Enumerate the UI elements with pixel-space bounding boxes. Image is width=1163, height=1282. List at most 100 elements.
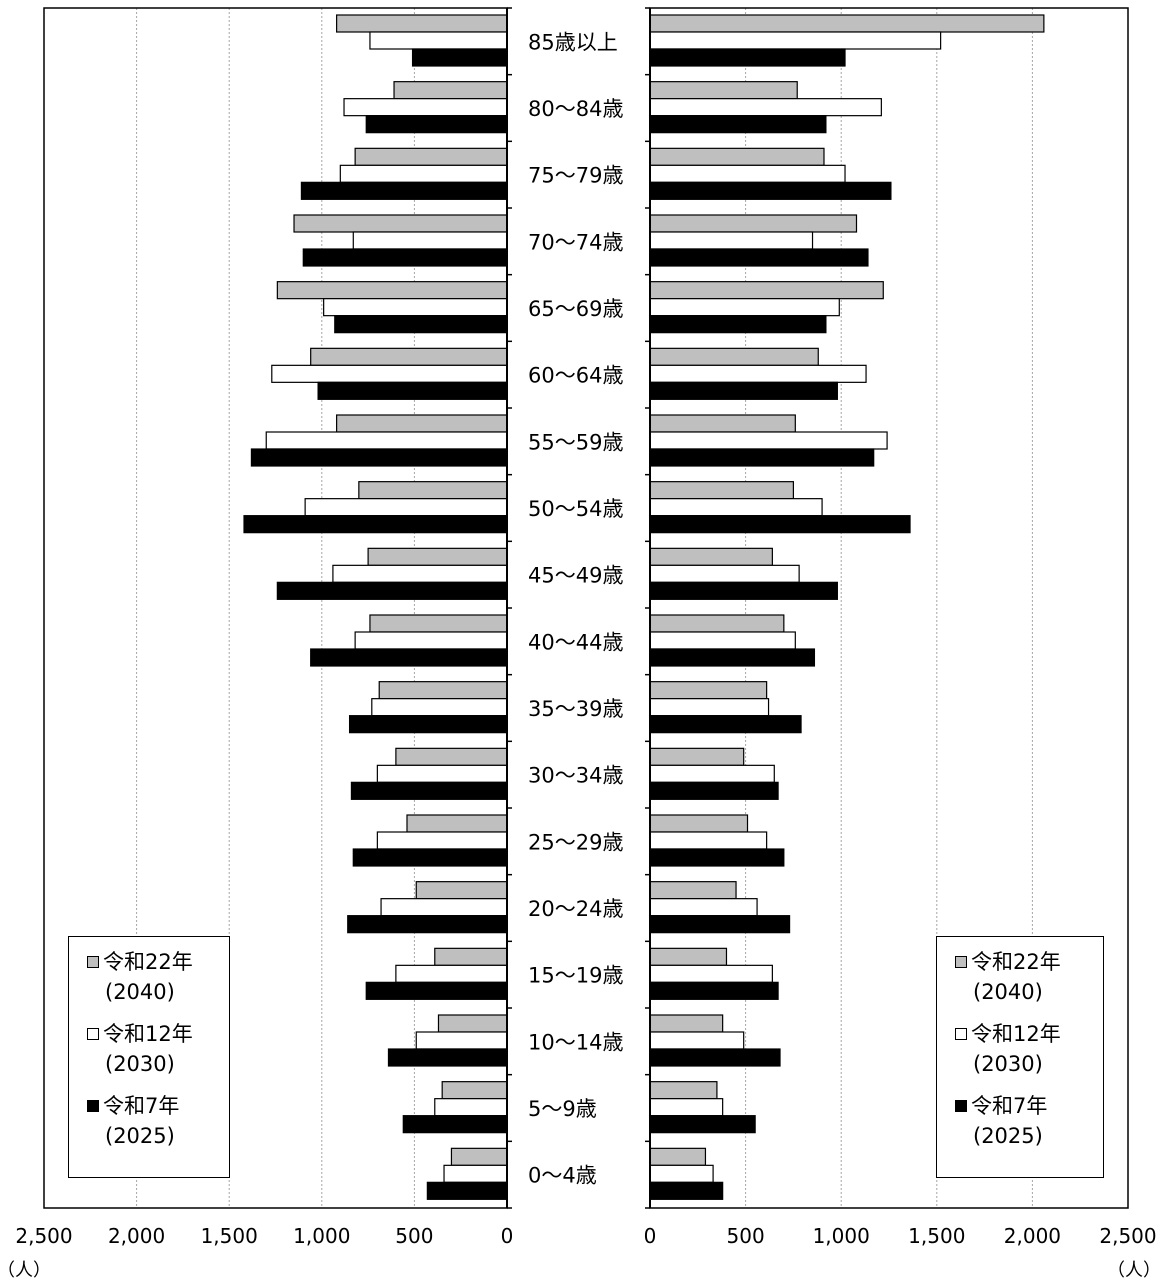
bar-left-2040 (310, 347, 508, 366)
category-label: 5～9歳 (528, 1097, 597, 1121)
category-label: 55～59歳 (528, 430, 623, 454)
category-label: 75～79歳 (528, 164, 623, 188)
category-label: 85歳以上 (528, 30, 618, 54)
bar-left-2030 (332, 564, 508, 583)
legend-right: 令和22年 (2040) 令和12年 (2030) 令和7年 (2025) (936, 936, 1104, 1178)
category-label: 10～14歳 (528, 1030, 623, 1054)
gridlines (136, 8, 1033, 1208)
bar-right-2030 (649, 764, 775, 783)
bar-left-2025 (347, 915, 508, 934)
legend-entry-2040: 令和22年 (2040) (87, 947, 215, 1007)
bar-left-2030 (380, 898, 508, 917)
bar-right-2040 (649, 681, 768, 700)
bar-left-2040 (276, 281, 508, 300)
legend-label: 令和7年 (103, 1094, 180, 1118)
legend-label: 令和12年 (971, 1022, 1061, 1046)
bar-left-2025 (350, 781, 508, 800)
tick-label-right: 500 (727, 1224, 765, 1248)
bar-right-2030 (649, 964, 773, 983)
bar-left-2025 (426, 1181, 508, 1200)
tick-label-left: 1,500 (201, 1224, 258, 1248)
legend-year: (2030) (105, 1052, 175, 1076)
bar-right-2040 (649, 347, 819, 366)
bar-left-2030 (371, 698, 508, 717)
bar-left-2025 (365, 981, 508, 1000)
tick-label-right: 0 (644, 1224, 657, 1248)
bar-left-2030 (339, 164, 508, 183)
legend-swatch-2030 (87, 1028, 99, 1040)
bar-right-2025 (649, 848, 785, 867)
bar-right-2040 (649, 14, 1045, 33)
category-label: 70～74歳 (528, 230, 623, 254)
bar-right-2030 (649, 831, 768, 850)
bar-right-2025 (649, 448, 875, 467)
bar-left-2030 (271, 364, 508, 383)
bar-left-2040 (358, 481, 508, 500)
bar-right-2025 (649, 1048, 781, 1067)
plot-frames (43, 7, 1129, 1209)
bar-right-2030 (649, 231, 814, 250)
bar-left-2030 (443, 1164, 508, 1183)
bar-right-2040 (649, 881, 737, 900)
category-label: 65～69歳 (528, 297, 623, 321)
bar-left-2025 (411, 48, 508, 67)
legend-entry-2025: 令和7年 (2025) (955, 1091, 1089, 1151)
bar-left-2030 (376, 831, 508, 850)
bar-left-2030 (395, 964, 508, 983)
bar-right-2040 (649, 1014, 724, 1033)
bar-right-2025 (649, 581, 838, 600)
bar-left-2030 (415, 1031, 508, 1050)
bar-left-2025 (243, 515, 508, 534)
bar-right-2040 (649, 747, 745, 766)
bar-left-2030 (369, 31, 508, 50)
bar-left-2025 (387, 1048, 508, 1067)
legend-label: 令和22年 (971, 950, 1061, 974)
tick-label-right: 2,500 (1099, 1224, 1156, 1248)
bar-left-2040 (441, 1081, 508, 1100)
bar-left-2040 (293, 214, 508, 233)
bar-right-2030 (649, 164, 846, 183)
bar-right-2030 (649, 31, 942, 50)
bar-right-2025 (649, 1181, 724, 1200)
category-label: 15～19歳 (528, 964, 623, 988)
bar-right-2040 (649, 414, 796, 433)
bar-right-2030 (649, 698, 770, 717)
legend-label: 令和12年 (103, 1022, 193, 1046)
bar-left-2025 (352, 848, 508, 867)
bar-left-2025 (402, 1115, 508, 1134)
bar-left-2040 (367, 547, 508, 566)
bar-right-2030 (649, 364, 867, 383)
legend-entry-2030: 令和12年 (2030) (87, 1019, 215, 1079)
legend-year: (2040) (105, 980, 175, 1004)
bar-left-2040 (336, 414, 508, 433)
legend-swatch-2025 (955, 1100, 967, 1112)
bars (243, 14, 1045, 1200)
bar-right-2025 (649, 115, 827, 134)
bar-right-2040 (649, 547, 773, 566)
bar-left-2030 (352, 231, 508, 250)
bar-right-2040 (649, 947, 728, 966)
bar-right-2030 (649, 898, 758, 917)
bar-left-2040 (450, 1147, 508, 1166)
bar-right-2030 (649, 498, 823, 517)
bar-right-2040 (649, 147, 825, 166)
legend-swatch-2040 (955, 956, 967, 968)
bar-right-2025 (649, 1115, 756, 1134)
bar-left-2025 (310, 648, 508, 667)
category-label: 80～84歳 (528, 97, 623, 121)
bar-right-2030 (649, 98, 882, 117)
category-label: 45～49歳 (528, 564, 623, 588)
bar-right-2040 (649, 481, 794, 500)
unit-label-left: （人） (0, 1260, 51, 1281)
bar-right-2025 (649, 981, 779, 1000)
category-label: 20～24歳 (528, 897, 623, 921)
bar-right-2030 (649, 1164, 714, 1183)
bar-right-2025 (649, 48, 846, 67)
bar-right-2030 (649, 298, 840, 317)
category-label: 60～64歳 (528, 364, 623, 388)
bar-left-2040 (378, 681, 508, 700)
category-label: 35～39歳 (528, 697, 623, 721)
bar-right-2025 (649, 248, 869, 267)
legend-year: (2030) (973, 1052, 1043, 1076)
legend-year: (2040) (973, 980, 1043, 1004)
